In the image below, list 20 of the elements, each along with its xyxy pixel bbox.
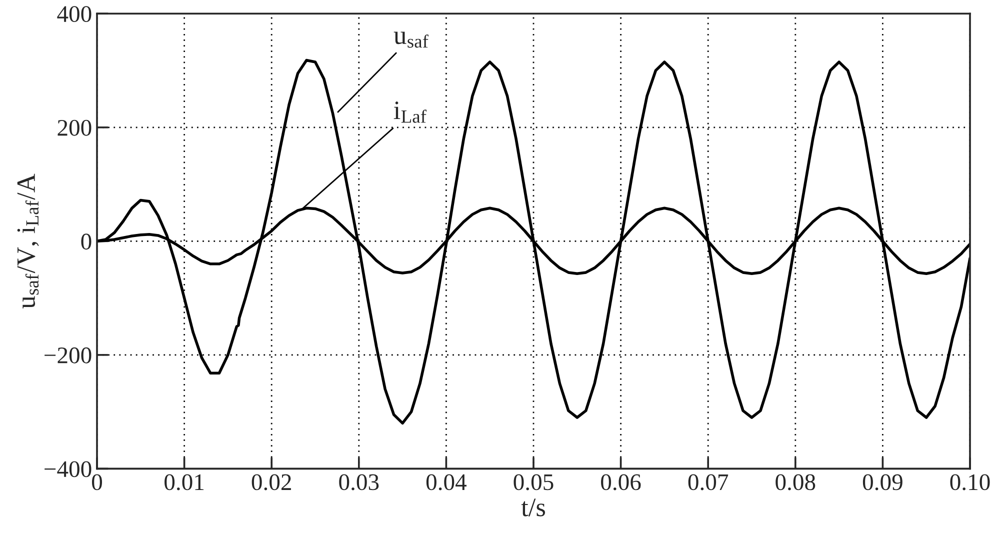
y-tick-label: 400 <box>57 6 92 22</box>
x-tick-label: 0.09 <box>862 474 902 490</box>
annotation: u$_{saf}$ <box>394 32 428 48</box>
x-tick-label: 0 <box>92 474 102 490</box>
y-tick-label: −400 <box>44 461 92 478</box>
x-tick-label: 0.01 <box>164 474 204 490</box>
y-tick-label: −200 <box>44 347 92 364</box>
x-tick-label: 0.03 <box>339 474 379 490</box>
x-tick-label: 0.06 <box>601 474 641 490</box>
x-tick-label: 0.02 <box>252 474 291 490</box>
annotation: i$_{Laf}$ <box>394 102 426 123</box>
y-axis-title: u$_{saf}$/V, i$_{Laf}$/A <box>17 174 39 309</box>
x-tick-label: 0.07 <box>688 474 728 490</box>
x-tick-label: 0.04 <box>426 474 466 490</box>
y-tick-label: 0 <box>81 234 92 250</box>
x-axis-title: t/s <box>521 498 546 516</box>
y-tick-label: 200 <box>58 120 92 136</box>
x-tick-label: 0.08 <box>776 474 816 490</box>
x-tick-label: 0.10 <box>950 474 990 490</box>
x-tick-label: 0.05 <box>514 474 554 490</box>
